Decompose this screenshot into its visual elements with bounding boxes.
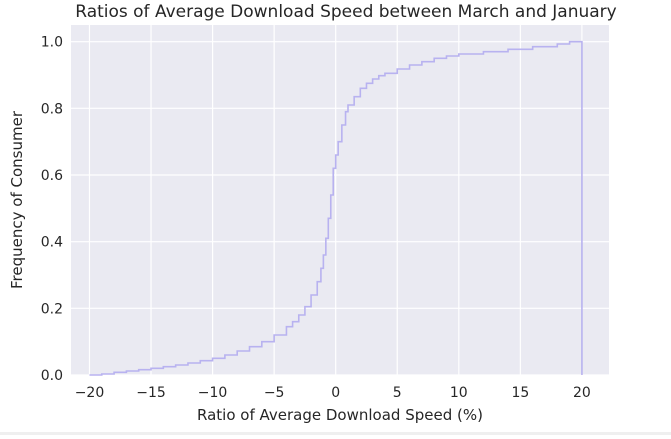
x-axis-label: Ratio of Average Download Speed (%): [197, 406, 483, 424]
cdf-step-line: [89, 40, 583, 376]
x-tick-label: 0: [331, 385, 340, 401]
y-gridlines: [71, 41, 609, 376]
series-layer: [89, 40, 583, 376]
y-tick-label: 0.4: [41, 235, 63, 251]
x-tick-label: 10: [450, 385, 468, 401]
x-tick-label: −15: [136, 385, 166, 401]
y-tick-label: 1.0: [41, 35, 63, 51]
plot-area: [71, 25, 609, 375]
y-tick-label: 0.0: [41, 368, 63, 384]
x-tick-label: −5: [264, 385, 285, 401]
y-tick-label: 0.8: [41, 101, 63, 117]
x-tick-label: −10: [198, 385, 228, 401]
bottom-divider: [0, 432, 671, 435]
chart-title: Ratios of Average Download Speed between…: [75, 2, 617, 22]
x-tick-label: −20: [75, 385, 105, 401]
y-axis-label: Frequency of Consumer: [8, 110, 26, 289]
x-tick-label: 5: [393, 385, 402, 401]
y-tick-label: 0.2: [41, 301, 63, 317]
x-tick-label: 15: [511, 385, 529, 401]
y-tick-labels: 0.0 0.2 0.4 0.6 0.8 1.0: [41, 35, 63, 384]
x-tick-labels: −20 −15 −10 −5 0 5 10 15 20: [75, 385, 591, 401]
y-tick-label: 0.6: [41, 168, 63, 184]
x-tick-label: 20: [573, 385, 591, 401]
